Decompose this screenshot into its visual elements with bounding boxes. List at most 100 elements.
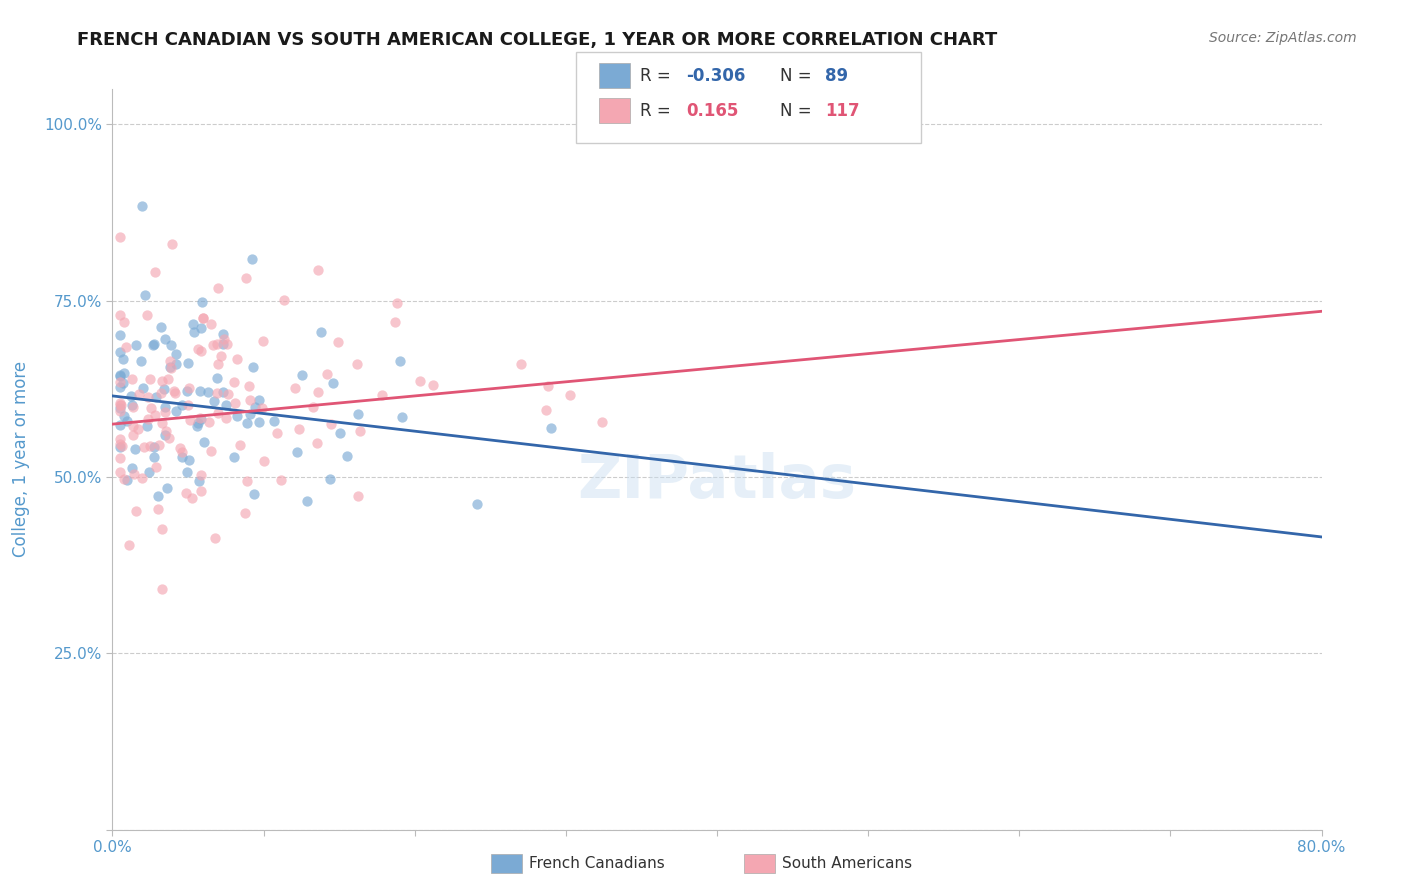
Point — [187, 342, 209, 356]
Point — [150, 582, 173, 596]
Point — [389, 354, 412, 368]
Text: Source: ZipAtlas.com: Source: ZipAtlas.com — [1209, 31, 1357, 45]
Point — [108, 368, 131, 382]
Point — [139, 439, 162, 453]
Point — [205, 386, 228, 401]
Point — [159, 353, 181, 368]
Point — [148, 502, 170, 516]
Point — [177, 453, 200, 467]
Point — [236, 416, 259, 430]
Point — [253, 454, 276, 468]
Point — [242, 360, 264, 375]
Point — [295, 494, 318, 508]
Point — [371, 387, 394, 401]
Point — [193, 435, 215, 450]
Point — [316, 367, 339, 381]
Point — [217, 387, 239, 401]
Point — [131, 354, 153, 368]
Point — [226, 351, 249, 366]
Point — [284, 381, 307, 395]
Point — [108, 344, 131, 359]
Point — [121, 427, 143, 442]
Point — [322, 376, 344, 390]
Point — [188, 475, 211, 489]
Point — [233, 506, 256, 520]
Point — [134, 287, 156, 301]
Point — [108, 369, 131, 384]
Point — [145, 409, 167, 423]
Point — [155, 427, 177, 442]
Point — [165, 357, 187, 371]
Point — [128, 387, 150, 401]
Point — [145, 390, 167, 404]
Point — [285, 445, 308, 459]
Text: 117: 117 — [825, 102, 860, 120]
Point — [160, 337, 183, 351]
Point — [263, 414, 285, 428]
Point — [124, 442, 146, 456]
Point — [200, 443, 222, 458]
Point — [136, 412, 159, 426]
Point — [111, 439, 134, 453]
Point — [131, 199, 153, 213]
Text: South Americans: South Americans — [782, 856, 912, 871]
Point — [591, 415, 613, 429]
Point — [162, 236, 184, 251]
Point — [205, 336, 228, 351]
Point — [243, 487, 266, 501]
Point — [349, 424, 371, 438]
Point — [108, 432, 131, 446]
Point — [384, 315, 406, 329]
Point — [179, 412, 201, 426]
Point — [201, 337, 224, 351]
Point — [187, 417, 209, 431]
Point — [150, 522, 173, 536]
Point — [112, 376, 135, 390]
Point — [138, 465, 160, 479]
Point — [155, 405, 177, 419]
Point — [121, 460, 143, 475]
Point — [160, 361, 183, 376]
Point — [273, 293, 295, 308]
Point — [108, 230, 131, 244]
Point — [165, 386, 187, 401]
Point — [385, 296, 408, 310]
Point — [510, 357, 533, 371]
Text: -0.306: -0.306 — [686, 67, 745, 85]
Point — [193, 311, 215, 326]
Point — [108, 327, 131, 342]
Point — [190, 343, 212, 358]
Point — [108, 401, 131, 416]
Point — [156, 482, 179, 496]
Point — [346, 357, 368, 371]
Point — [205, 371, 228, 385]
Text: R =: R = — [640, 102, 676, 120]
Point — [125, 504, 148, 518]
Point — [150, 320, 173, 334]
Point — [209, 349, 232, 363]
Point — [153, 400, 176, 414]
Point — [204, 531, 226, 545]
Point — [114, 409, 136, 424]
Point — [163, 384, 186, 398]
Point — [177, 356, 200, 370]
Point — [202, 394, 225, 409]
Point — [110, 465, 132, 479]
Point — [291, 368, 314, 382]
Point — [266, 425, 288, 440]
Point — [239, 407, 262, 421]
Point — [115, 474, 138, 488]
Point — [391, 410, 413, 425]
Point — [558, 388, 581, 402]
Point — [112, 315, 135, 329]
Point — [190, 468, 212, 483]
Point — [169, 441, 191, 455]
Point — [190, 294, 212, 309]
Point — [148, 489, 170, 503]
Point — [114, 340, 136, 354]
Point — [165, 404, 187, 418]
Point — [212, 385, 235, 400]
Point — [305, 436, 328, 450]
Point — [108, 375, 131, 389]
Point — [121, 418, 143, 433]
